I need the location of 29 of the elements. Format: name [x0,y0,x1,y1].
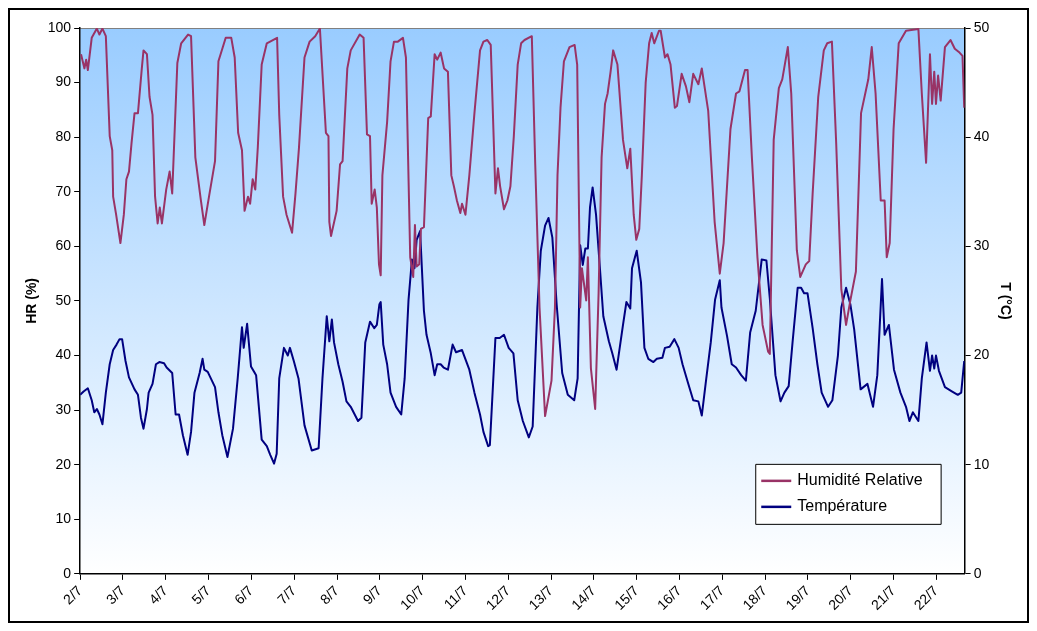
y-tick-label: 60 [55,237,72,254]
y-tick-label: 70 [55,182,72,199]
y-tick-label: 90 [55,73,72,90]
y-axis-title: HR (%) [23,277,40,324]
y-tick-label: 0 [63,564,72,581]
x-tick-label: 4/7 [145,582,171,608]
y-tick-label: 50 [55,291,72,308]
y2-axis-title: T (°C) [997,282,1014,320]
x-tick-label: 3/7 [102,582,128,608]
y2-tick-label: 10 [973,455,990,472]
x-tick-label: 7/7 [273,582,300,608]
y-tick-label: 30 [55,400,72,417]
y2-tick-label: 0 [973,564,982,581]
y2-tick-label: 40 [973,128,990,145]
x-tick-label: 5/7 [188,582,214,608]
y-tick-label: 40 [55,346,72,363]
y2-tick-label: 50 [973,18,990,35]
y-tick-label: 10 [55,510,72,527]
legend-label: Humidité Relative [797,471,923,489]
x-tick-label: 9/7 [359,582,385,608]
x-tick-label: 2/7 [59,582,86,608]
x-tick-label: 8/7 [316,582,343,608]
legend-label: Température [797,497,888,515]
x-tick-label: 6/7 [231,582,257,608]
y-tick-label: 100 [47,18,72,35]
y2-tick-label: 30 [973,237,990,254]
y-tick-label: 80 [55,128,72,145]
y-tick-label: 20 [55,455,72,472]
y2-tick-label: 20 [973,346,990,363]
